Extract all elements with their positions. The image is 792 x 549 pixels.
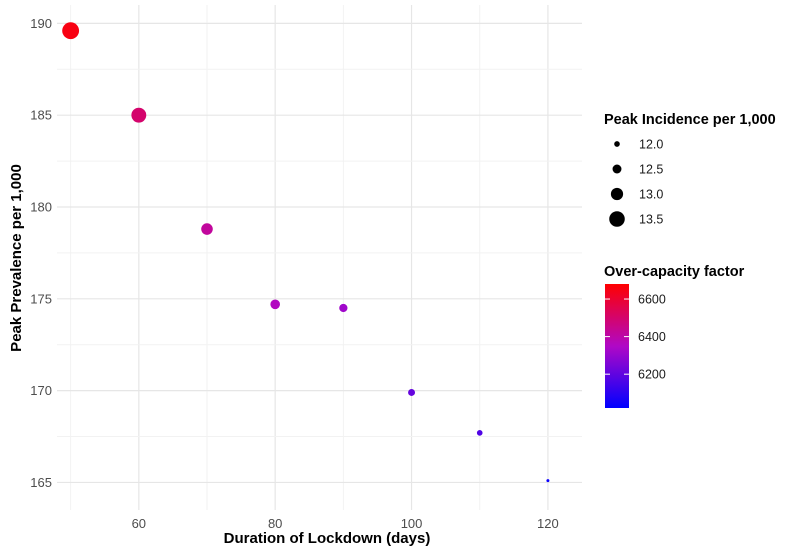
data-point xyxy=(476,430,483,436)
y-tick-label: 180 xyxy=(30,200,52,215)
size-legend-label: 13.0 xyxy=(639,188,663,202)
y-tick-label: 165 xyxy=(30,475,52,490)
size-legend-title: Peak Incidence per 1,000 xyxy=(604,112,776,128)
y-tick-labels: 165 170 175 180 185 190 xyxy=(30,16,52,490)
y-tick-label: 175 xyxy=(30,291,52,306)
color-legend-label: 6600 xyxy=(638,293,666,307)
size-legend-label: 12.0 xyxy=(639,138,663,152)
y-tick-label: 185 xyxy=(30,108,52,123)
data-points xyxy=(62,22,550,483)
size-legend: Peak Incidence per 1,000 12.0 12.5 13.0 13.… xyxy=(604,112,776,227)
x-axis-title: Duration of Lockdown (days) xyxy=(224,530,431,547)
data-point xyxy=(62,22,80,40)
data-point xyxy=(546,479,550,483)
x-tick-label: 80 xyxy=(268,516,282,531)
size-legend-label: 13.5 xyxy=(639,213,663,227)
y-tick-label: 170 xyxy=(30,383,52,398)
data-point xyxy=(201,223,213,235)
color-legend-label: 6200 xyxy=(638,368,666,382)
size-legend-key xyxy=(609,211,625,227)
size-legend-key xyxy=(610,187,624,201)
data-point xyxy=(270,299,280,310)
color-legend-label: 6400 xyxy=(638,330,666,344)
y-tick-label: 190 xyxy=(30,16,52,31)
data-point xyxy=(339,303,348,313)
color-legend: Over-capacity factor 6200 6400 6600 xyxy=(604,264,745,408)
x-tick-label: 100 xyxy=(401,516,423,531)
data-point xyxy=(408,388,416,396)
x-tick-label: 60 xyxy=(132,516,146,531)
y-axis-title: Peak Prevalence per 1,000 xyxy=(8,164,25,352)
color-legend-bar xyxy=(605,284,629,408)
data-point xyxy=(131,107,147,123)
size-legend-key xyxy=(614,141,620,147)
grid-layer xyxy=(57,5,582,510)
x-tick-label: 120 xyxy=(537,516,559,531)
color-legend-title: Over-capacity factor xyxy=(604,264,745,280)
size-legend-label: 12.5 xyxy=(639,163,663,177)
size-legend-key xyxy=(612,164,622,174)
x-tick-labels: 60 80 100 120 xyxy=(132,516,559,531)
